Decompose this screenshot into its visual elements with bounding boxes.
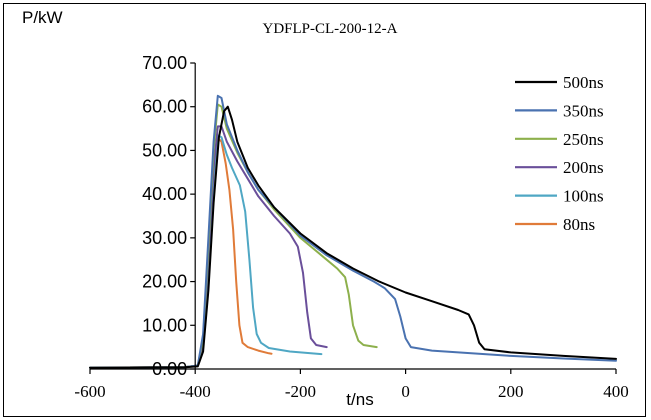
series-lines bbox=[89, 94, 617, 369]
legend-label: 80ns bbox=[563, 215, 595, 234]
y-tick-label: 20.00 bbox=[142, 272, 187, 292]
legend-label: 100ns bbox=[563, 187, 604, 206]
legend-label: 250ns bbox=[563, 130, 604, 149]
x-tick-label: -600 bbox=[74, 382, 105, 401]
x-tick-label: -200 bbox=[285, 382, 316, 401]
y-axis: 0.00 10.00 20.00 30.00 40.00 50.00 60.00 70.00 bbox=[142, 53, 196, 379]
y-tick-label: 70.00 bbox=[142, 53, 187, 73]
y-tick-label: 10.00 bbox=[142, 315, 187, 335]
x-axis: -600 -400 -200 0 200 400 bbox=[74, 368, 629, 401]
series-line-500ns bbox=[89, 105, 617, 369]
y-tick-label: 40.00 bbox=[142, 184, 187, 204]
y-tick-label: 60.00 bbox=[142, 97, 187, 117]
x-tick-label: 400 bbox=[603, 382, 629, 401]
y-tick-label: 50.00 bbox=[142, 140, 187, 160]
legend: 500ns 350ns 250ns 200ns 100ns 80ns bbox=[515, 73, 604, 234]
legend-label: 200ns bbox=[563, 158, 604, 177]
chart-title: YDFLP-CL-200-12-A bbox=[263, 21, 398, 37]
x-tick-label: 200 bbox=[498, 382, 524, 401]
x-tick-label: 0 bbox=[401, 382, 410, 401]
chart-frame bbox=[3, 3, 646, 417]
series-line-350ns bbox=[89, 94, 617, 369]
y-tick-label: 0.00 bbox=[152, 359, 187, 379]
x-tick-label: -400 bbox=[180, 382, 211, 401]
legend-label: 350ns bbox=[563, 101, 604, 120]
x-axis-label: t/ns bbox=[346, 390, 373, 409]
y-tick-label: 30.00 bbox=[142, 228, 187, 248]
y-axis-label: P/kW bbox=[22, 8, 63, 27]
legend-label: 500ns bbox=[563, 73, 604, 92]
